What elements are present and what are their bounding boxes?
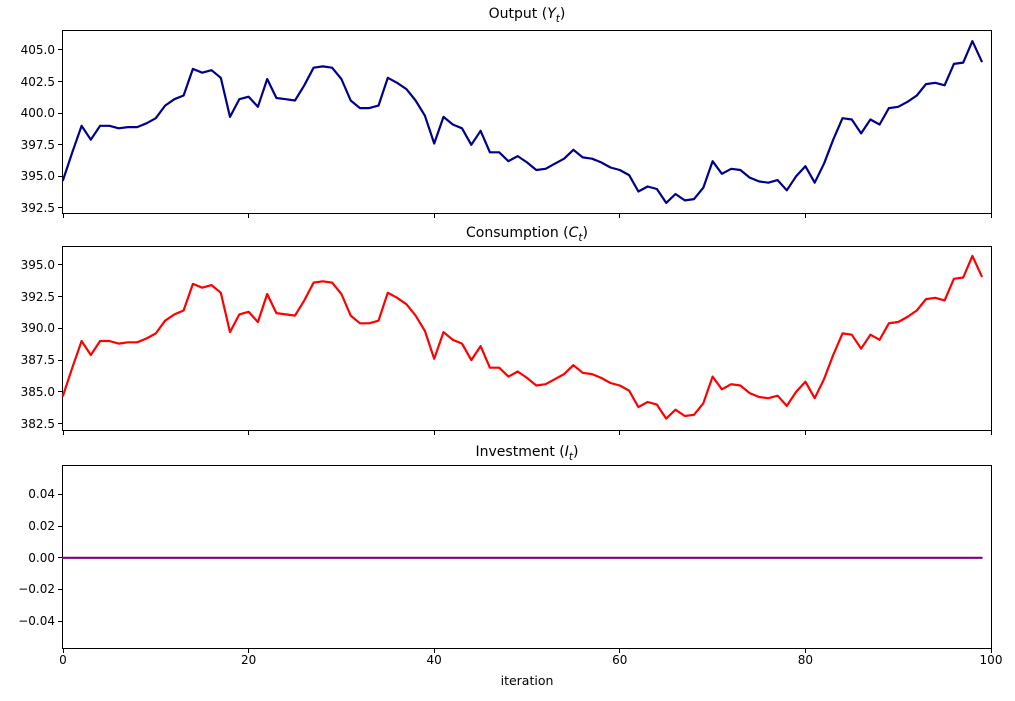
investment-y-tick-mark <box>58 588 62 590</box>
investment-y-tick-label: 0.02 <box>28 519 55 534</box>
output-title-subscript: t <box>555 12 560 25</box>
output-y-tick-label: 402.5 <box>20 74 55 89</box>
investment-y-tick-label: 0.04 <box>28 487 55 502</box>
output-y-tick-mark <box>58 112 62 114</box>
x-tick-label: 0 <box>59 653 67 667</box>
consumption-title-variable: C <box>568 225 579 241</box>
consumption-x-tick-mark <box>619 431 621 435</box>
consumption-x-tick-mark <box>62 431 64 435</box>
consumption-line-chart <box>61 254 983 420</box>
investment-title-variable: I <box>564 444 569 460</box>
consumption-title-prefix: Consumption ( <box>465 225 569 241</box>
investment-y-tick-label: −0.04 <box>18 614 55 629</box>
investment-x-tick-mark <box>990 649 992 653</box>
x-axis-label: iteration <box>500 673 554 688</box>
output-plot-area <box>61 30 992 214</box>
output-y-tick-label: 397.5 <box>20 137 55 152</box>
x-tick-label: 20 <box>240 653 257 667</box>
consumption-x-tick-mark <box>433 431 435 435</box>
output-x-tick-mark <box>804 214 806 218</box>
investment-y-tick-mark <box>58 525 62 527</box>
x-tick-label: 40 <box>426 653 442 667</box>
x-tick-label: 100 <box>979 653 1003 667</box>
consumption-y-tick-label: 390.0 <box>20 321 55 336</box>
consumption-x-tick-mark <box>990 431 992 435</box>
output-y-tick-mark <box>58 175 62 177</box>
investment-title-subscript: t <box>568 450 573 463</box>
output-y-tick-label: 395.0 <box>20 169 55 184</box>
consumption-y-tick-label: 385.0 <box>20 384 55 399</box>
investment-x-tick-mark <box>62 649 64 653</box>
consumption-x-tick-mark <box>248 431 250 435</box>
investment-chart-title: Investment (It) <box>63 444 991 463</box>
investment-y-tick-mark <box>58 493 62 495</box>
output-series-line <box>61 40 983 204</box>
output-title-variable: Y <box>547 6 556 22</box>
investment-x-tick-mark <box>804 649 806 653</box>
investment-title-prefix: Investment ( <box>475 444 565 460</box>
output-y-tick-mark <box>58 144 62 146</box>
output-x-tick-mark <box>62 214 64 218</box>
consumption-y-tick-mark <box>58 391 62 393</box>
consumption-y-tick-label: 382.5 <box>20 416 55 431</box>
consumption-y-tick-mark <box>58 327 62 329</box>
consumption-plot-area <box>61 246 992 431</box>
consumption-y-tick-label: 395.0 <box>20 257 55 272</box>
consumption-title-suffix: ) <box>582 225 588 241</box>
output-y-tick-mark <box>58 81 62 83</box>
consumption-y-tick-mark <box>58 359 62 361</box>
investment-y-tick-label: −0.02 <box>18 582 55 597</box>
consumption-chart-title: Consumption (Ct) <box>63 225 991 244</box>
consumption-y-tick-mark <box>58 296 62 298</box>
output-y-tick-label: 392.5 <box>20 200 55 215</box>
investment-x-tick-mark <box>433 649 435 653</box>
consumption-y-tick-label: 392.5 <box>20 289 55 304</box>
consumption-y-tick-label: 387.5 <box>20 353 55 368</box>
investment-y-tick-mark <box>58 620 62 622</box>
output-title-prefix: Output ( <box>488 6 548 22</box>
consumption-series-line <box>61 254 983 420</box>
investment-x-tick-mark <box>248 649 250 653</box>
output-x-tick-mark <box>990 214 992 218</box>
output-title-suffix: ) <box>559 6 566 22</box>
output-chart-title: Output (Yt) <box>63 6 991 25</box>
investment-y-tick-mark <box>58 557 62 559</box>
consumption-title-subscript: t <box>578 231 583 244</box>
x-tick-label: 80 <box>797 653 814 667</box>
investment-y-tick-label: 0.00 <box>28 550 55 565</box>
output-y-tick-mark <box>58 49 62 51</box>
investment-title-suffix: ) <box>573 444 579 460</box>
output-y-tick-mark <box>58 207 62 209</box>
output-y-tick-label: 400.0 <box>20 106 55 121</box>
consumption-y-tick-mark <box>58 264 62 266</box>
investment-line-chart <box>61 556 983 559</box>
consumption-y-tick-mark <box>58 423 62 425</box>
output-y-tick-label: 405.0 <box>20 42 55 57</box>
investment-x-tick-mark <box>619 649 621 653</box>
output-x-tick-mark <box>619 214 621 218</box>
output-line-chart <box>61 40 983 204</box>
investment-plot-area <box>61 465 992 649</box>
consumption-x-tick-mark <box>804 431 806 435</box>
x-tick-label: 60 <box>612 653 628 667</box>
output-x-tick-mark <box>248 214 250 218</box>
output-x-tick-mark <box>433 214 435 218</box>
